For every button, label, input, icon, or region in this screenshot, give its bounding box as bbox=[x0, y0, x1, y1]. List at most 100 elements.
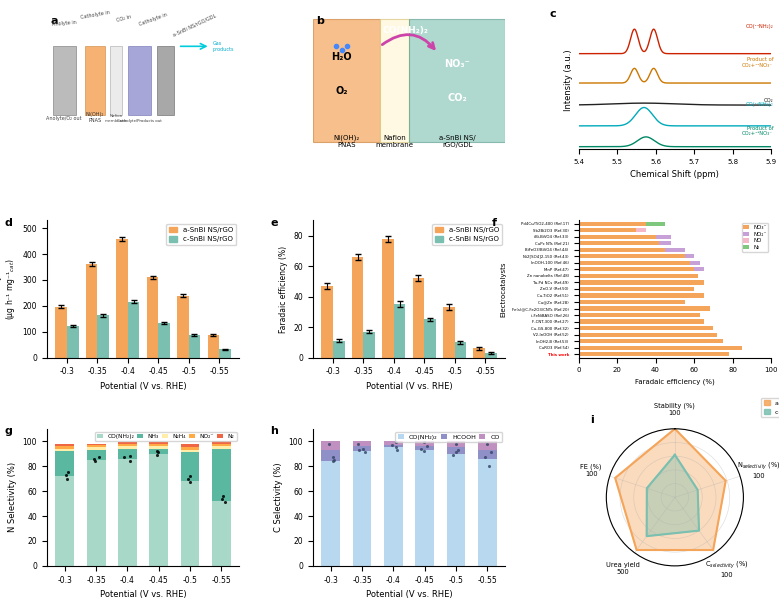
Bar bbox=[118, 442, 137, 444]
Bar bbox=[415, 446, 434, 450]
Bar bbox=[150, 454, 168, 566]
Bar bbox=[128, 302, 139, 358]
Text: CO(¹⁴NH₂)₂: CO(¹⁴NH₂)₂ bbox=[746, 23, 773, 29]
Y-axis label: N Selectivity (%): N Selectivity (%) bbox=[8, 462, 17, 532]
Bar bbox=[118, 446, 137, 448]
Bar bbox=[646, 222, 665, 226]
FancyBboxPatch shape bbox=[157, 46, 174, 115]
Bar bbox=[67, 326, 79, 358]
Text: CO₂: CO₂ bbox=[447, 93, 467, 103]
Legend: CO(NH₂)₂, HCOOH, CO: CO(NH₂)₂, HCOOH, CO bbox=[395, 432, 502, 442]
Bar bbox=[415, 450, 434, 566]
Bar bbox=[353, 441, 372, 446]
Bar bbox=[118, 444, 137, 446]
Bar bbox=[443, 307, 455, 358]
Y-axis label: CO(NH₂)₂ yield
(μg h⁻¹ mg⁻¹$_{cat}$): CO(NH₂)₂ yield (μg h⁻¹ mg⁻¹$_{cat}$) bbox=[0, 258, 17, 320]
Bar bbox=[150, 444, 168, 446]
FancyBboxPatch shape bbox=[409, 19, 506, 142]
Point bbox=[449, 448, 462, 458]
Bar bbox=[665, 247, 685, 252]
Bar bbox=[86, 450, 105, 460]
Bar bbox=[86, 447, 105, 450]
Bar bbox=[656, 235, 671, 239]
Legend: NO₃⁻, NO₂⁻, NO, N₂: NO₃⁻, NO₂⁻, NO, N₂ bbox=[742, 223, 768, 252]
Bar bbox=[425, 320, 435, 358]
Text: CO(NH₂)₂: CO(NH₂)₂ bbox=[382, 26, 428, 34]
Point bbox=[447, 450, 460, 460]
Bar bbox=[55, 306, 67, 358]
Bar bbox=[579, 313, 700, 317]
Bar bbox=[579, 326, 714, 330]
Point bbox=[391, 445, 404, 455]
Bar bbox=[685, 254, 694, 258]
Point bbox=[89, 456, 101, 466]
Y-axis label: Intensity (a.u.): Intensity (a.u.) bbox=[564, 50, 573, 111]
Point bbox=[151, 450, 164, 460]
Point bbox=[452, 445, 464, 455]
Bar bbox=[579, 235, 656, 239]
Bar bbox=[579, 281, 703, 285]
Y-axis label: Electrocatalysts: Electrocatalysts bbox=[500, 261, 506, 317]
Text: Ni(OH)₂
PNAS: Ni(OH)₂ PNAS bbox=[86, 112, 104, 123]
FancyBboxPatch shape bbox=[128, 46, 151, 115]
Point bbox=[327, 453, 340, 462]
Text: CO₂: CO₂ bbox=[763, 98, 773, 102]
Point bbox=[152, 448, 164, 458]
Point bbox=[323, 439, 335, 448]
Text: a-SnBi NS/
rGO/GDL: a-SnBi NS/ rGO/GDL bbox=[439, 135, 475, 147]
Text: NO₃⁻: NO₃⁻ bbox=[444, 59, 470, 69]
Bar bbox=[86, 460, 105, 566]
Bar bbox=[55, 444, 74, 446]
Text: Catholyte in: Catholyte in bbox=[138, 12, 167, 26]
Bar bbox=[579, 339, 723, 343]
Bar bbox=[322, 286, 333, 358]
Bar bbox=[579, 228, 636, 232]
Bar bbox=[146, 278, 158, 358]
Text: Nafion
membrane: Nafion membrane bbox=[375, 135, 414, 147]
Bar bbox=[415, 441, 434, 446]
Bar bbox=[55, 446, 74, 448]
Bar bbox=[579, 241, 660, 246]
Bar bbox=[384, 447, 403, 566]
Point bbox=[219, 497, 231, 507]
Text: Product of
CO₂+¹⁵NO₃⁻: Product of CO₂+¹⁵NO₃⁻ bbox=[742, 126, 773, 137]
Bar bbox=[219, 349, 231, 358]
Text: a: a bbox=[51, 16, 58, 26]
Point bbox=[184, 471, 196, 481]
X-axis label: Faradaic efficiency (%): Faradaic efficiency (%) bbox=[635, 379, 715, 385]
Text: Anolyte/O₂ out: Anolyte/O₂ out bbox=[46, 116, 82, 122]
Bar bbox=[333, 341, 344, 358]
Point bbox=[61, 474, 73, 483]
Text: d: d bbox=[5, 218, 12, 228]
Text: H₂O: H₂O bbox=[331, 52, 352, 62]
Bar bbox=[636, 228, 646, 232]
Bar bbox=[212, 441, 231, 444]
Bar bbox=[150, 442, 168, 444]
Bar bbox=[384, 445, 403, 447]
Bar bbox=[446, 447, 465, 454]
Point bbox=[357, 444, 369, 453]
Point bbox=[182, 474, 195, 483]
Bar bbox=[690, 261, 700, 265]
Bar bbox=[579, 293, 703, 297]
Bar bbox=[352, 257, 363, 358]
Bar bbox=[181, 453, 199, 481]
Y-axis label: Faradaic efficiency (%): Faradaic efficiency (%) bbox=[279, 246, 287, 332]
Bar bbox=[478, 459, 496, 566]
Bar bbox=[86, 264, 97, 358]
Bar bbox=[322, 441, 340, 450]
Point bbox=[59, 470, 72, 480]
Point bbox=[390, 438, 402, 447]
Y-axis label: C Selectivity (%): C Selectivity (%) bbox=[274, 462, 283, 532]
Bar bbox=[212, 501, 231, 566]
Bar bbox=[55, 476, 74, 566]
X-axis label: Chemical Shift (ppm): Chemical Shift (ppm) bbox=[630, 170, 719, 179]
Point bbox=[390, 442, 403, 452]
Bar bbox=[579, 346, 742, 350]
Point bbox=[118, 453, 130, 462]
Bar bbox=[363, 332, 375, 358]
Bar bbox=[579, 274, 698, 278]
Bar bbox=[97, 315, 109, 358]
Bar bbox=[55, 448, 74, 452]
Point bbox=[386, 440, 398, 450]
